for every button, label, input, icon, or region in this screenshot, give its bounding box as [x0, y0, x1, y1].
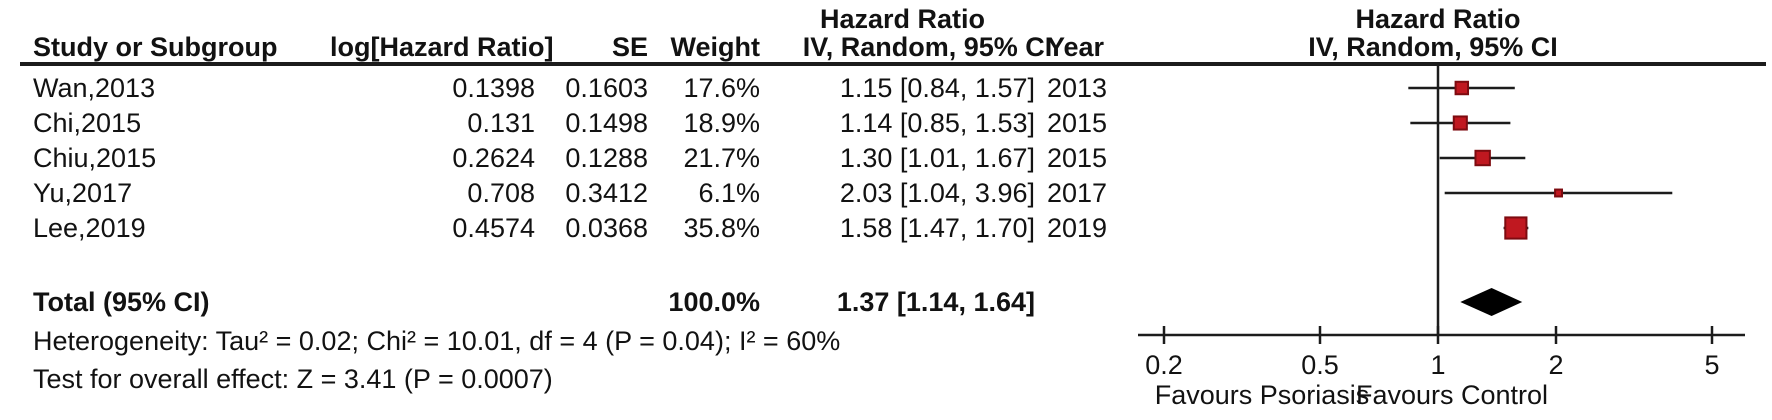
- study-log-hr: 0.4574: [452, 213, 535, 243]
- column-header-study: Study or Subgroup: [33, 32, 278, 62]
- study-se: 0.1288: [565, 143, 648, 173]
- effect-square: [1452, 115, 1468, 131]
- total-row-ci: 1.37 [1.14, 1.64]: [836, 287, 1035, 317]
- x-tick-label: 0.5: [1301, 350, 1339, 380]
- effect-square: [1454, 80, 1470, 96]
- study-name: Wan,2013: [33, 73, 156, 103]
- study-se: 0.1498: [565, 108, 648, 138]
- study-weight: 18.9%: [683, 108, 760, 138]
- x-tick-label: 5: [1704, 350, 1720, 380]
- column-header-se: SE: [611, 32, 648, 62]
- column-header-log-hazard-ratio: log[Hazard Ratio]: [330, 32, 554, 62]
- study-se: 0.0368: [565, 213, 648, 243]
- study-ci: 1.58 [1.47, 1.70]: [839, 213, 1035, 243]
- study-year: 2015: [1047, 108, 1108, 138]
- study-year: 2019: [1047, 213, 1108, 243]
- study-log-hr: 0.708: [467, 178, 535, 208]
- study-year: 2017: [1047, 178, 1108, 208]
- favours-left-label: Favours Psoriasis: [1154, 380, 1370, 410]
- header-divider-line: [20, 62, 1766, 66]
- column-header-year: Year: [1047, 32, 1105, 62]
- effect-title-right: Hazard Ratio: [1355, 4, 1521, 34]
- study-log-hr: 0.1398: [452, 73, 535, 103]
- plot-header-ci-method: IV, Random, 95% CI: [1308, 32, 1558, 62]
- study-ci: 1.14 [0.85, 1.53]: [839, 108, 1035, 138]
- study-log-hr: 0.131: [467, 108, 535, 138]
- study-name: Chiu,2015: [33, 143, 157, 173]
- study-weight: 6.1%: [698, 178, 760, 208]
- study-year: 2013: [1047, 73, 1108, 103]
- study-se: 0.1603: [565, 73, 648, 103]
- column-header-ci-method: IV, Random, 95% CI: [802, 32, 1053, 62]
- study-year: 2015: [1047, 143, 1108, 173]
- study-ci: 1.30 [1.01, 1.67]: [839, 143, 1035, 173]
- study-log-hr: 0.2624: [452, 143, 535, 173]
- study-ci: 1.15 [0.84, 1.57]: [839, 73, 1035, 103]
- study-name: Chi,2015: [33, 108, 142, 138]
- column-header-weight: Weight: [670, 32, 761, 62]
- overall-effect-test: Test for overall effect: Z = 3.41 (P = 0…: [33, 364, 553, 394]
- total-diamond: [1460, 288, 1523, 316]
- total-row-label: Total (95% CI): [33, 287, 210, 317]
- favours-right-label: Favours Control: [1355, 380, 1549, 410]
- x-tick-label: 1: [1430, 350, 1446, 380]
- effect-square: [1554, 188, 1564, 198]
- effect-square: [1504, 216, 1528, 240]
- study-weight: 21.7%: [683, 143, 760, 173]
- effect-square: [1474, 149, 1491, 167]
- effect-title-left: Hazard Ratio: [819, 4, 986, 34]
- heterogeneity-stats: Heterogeneity: Tau² = 0.02; Chi² = 10.01…: [33, 326, 841, 356]
- total-row-weight: 100.0%: [668, 287, 760, 317]
- study-se: 0.3412: [565, 178, 648, 208]
- study-weight: 17.6%: [683, 73, 760, 103]
- study-name: Yu,2017: [33, 178, 133, 208]
- x-tick-label: 0.2: [1145, 350, 1183, 380]
- study-name: Lee,2019: [33, 213, 146, 243]
- study-ci: 2.03 [1.04, 3.96]: [839, 178, 1035, 208]
- x-tick-label: 2: [1548, 350, 1564, 380]
- study-weight: 35.8%: [683, 213, 760, 243]
